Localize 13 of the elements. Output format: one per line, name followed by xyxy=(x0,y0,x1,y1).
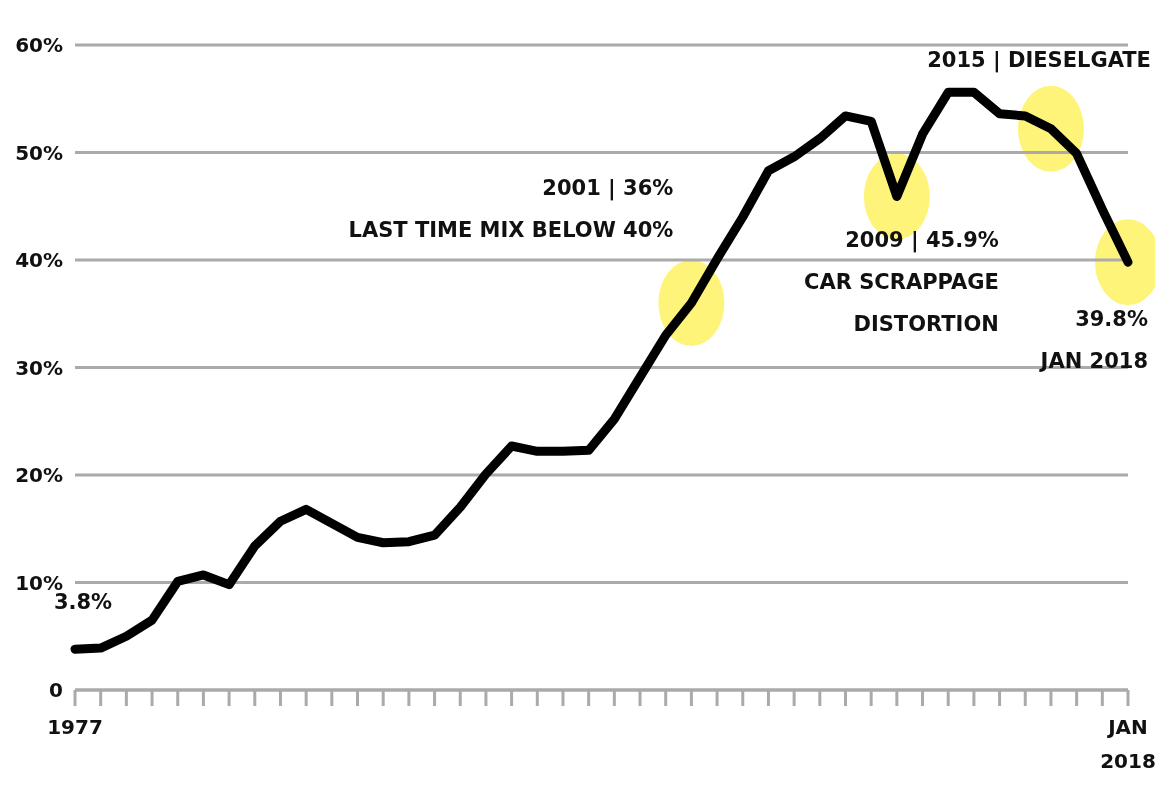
y-tick-label: 40% xyxy=(15,248,63,272)
y-tick-label: 50% xyxy=(15,140,63,165)
annotation: 2001 | 36% LAST TIME MIX BELOW 40% xyxy=(348,176,674,242)
y-tick-label: 60% xyxy=(15,33,63,57)
annotation: 3.8% xyxy=(53,590,113,615)
x-tick-label: JAN 2018 xyxy=(1100,715,1156,773)
y-tick-label: 0 xyxy=(49,678,63,702)
annotation: 2015 | DIESELGATE xyxy=(927,47,1151,73)
y-tick-label: 20% xyxy=(15,463,63,487)
annotation: 2009 | 45.9% CAR SCRAPPAGE DISTORTION xyxy=(804,227,999,336)
x-tick-label: 1977 xyxy=(47,715,103,739)
y-tick-label: 30% xyxy=(15,355,63,380)
annotation: 39.8% JAN 2018 xyxy=(1038,307,1148,374)
